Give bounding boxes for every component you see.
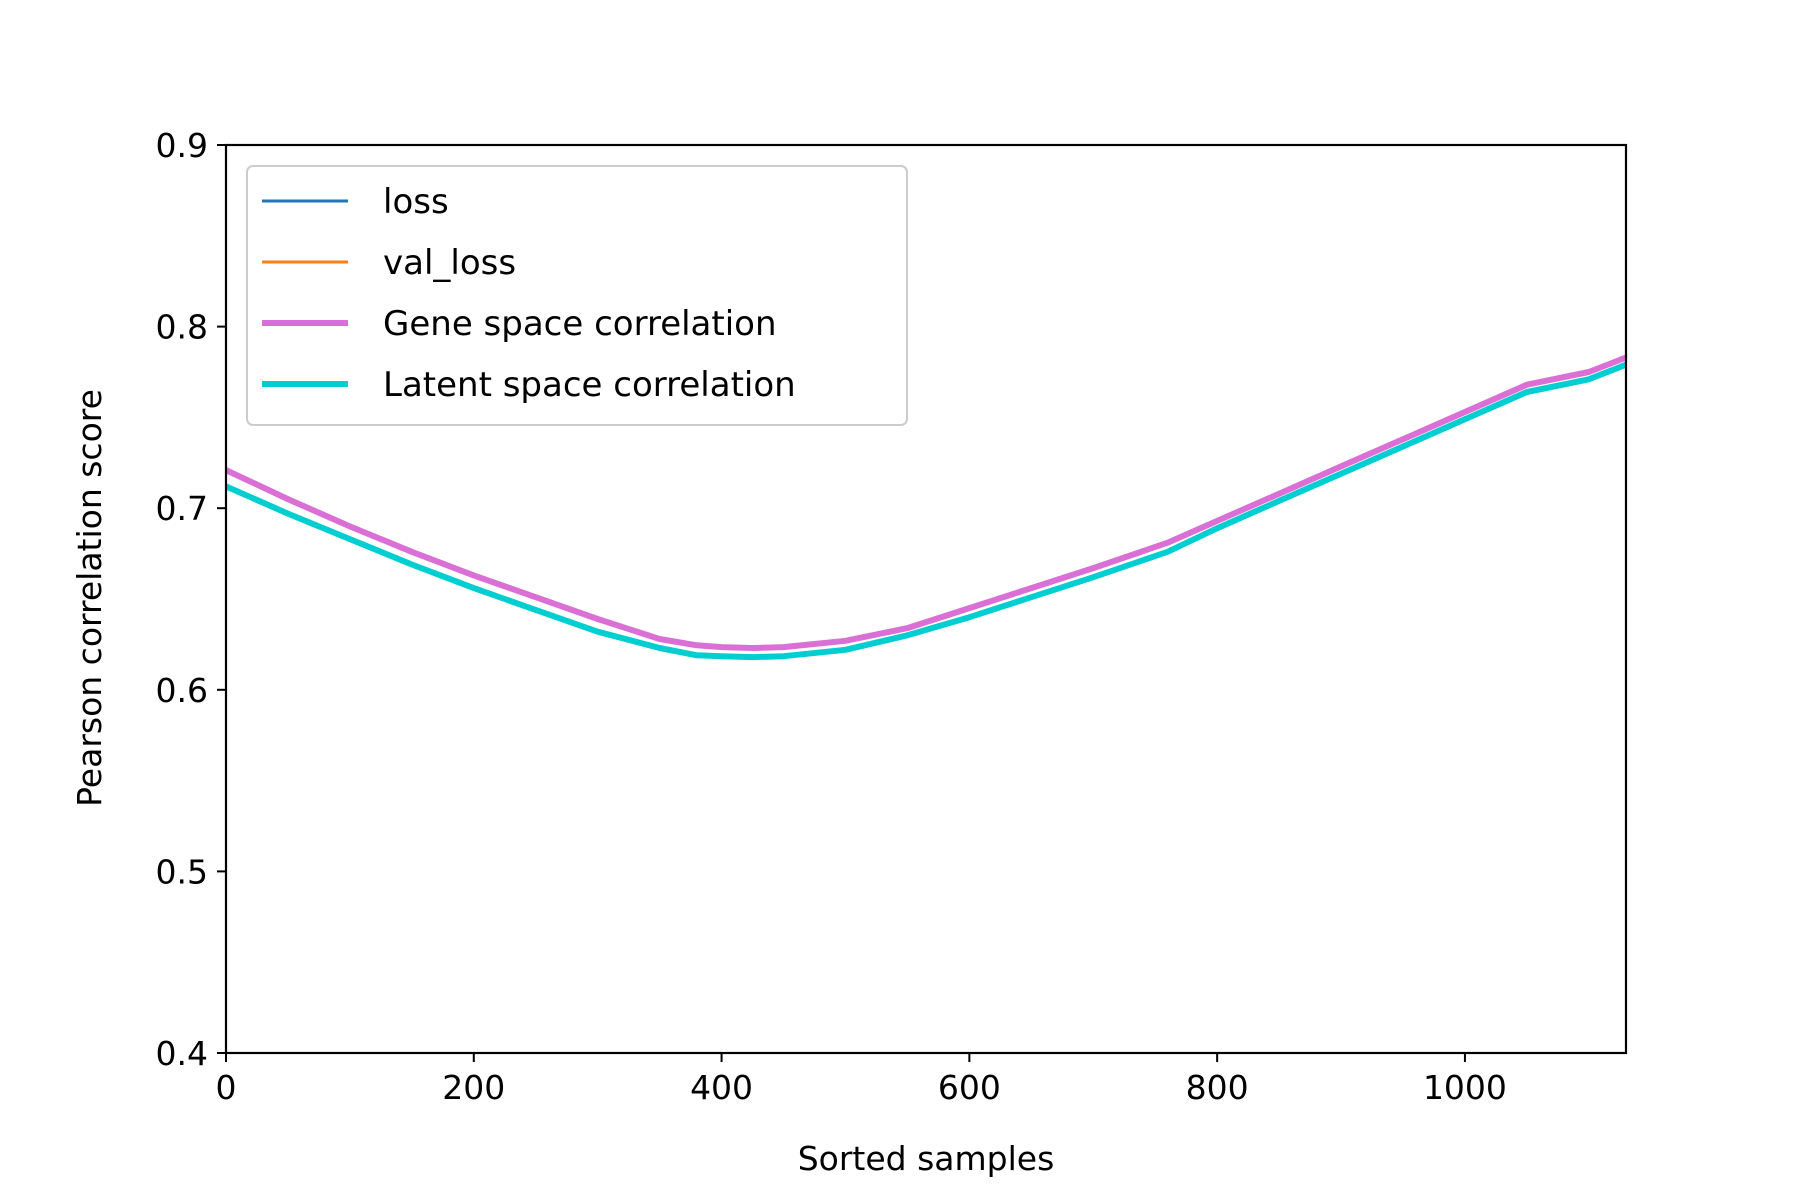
legend-label-gene-space-correlation: Gene space correlation bbox=[383, 304, 777, 344]
x-tick-label: 800 bbox=[1186, 1068, 1249, 1107]
x-tick-label: 1000 bbox=[1423, 1068, 1507, 1107]
plot-frame bbox=[224, 143, 1628, 1055]
legend-label-loss: loss bbox=[383, 182, 449, 222]
legend-label-val-loss: val_loss bbox=[383, 243, 516, 283]
legend-label-latent-space-correlation: Latent space correlation bbox=[383, 365, 796, 405]
x-axis-label: Sorted samples bbox=[798, 1139, 1055, 1178]
x-tick-label: 0 bbox=[216, 1068, 237, 1107]
y-tick-label: 0.4 bbox=[156, 1034, 208, 1073]
x-tick-label: 200 bbox=[442, 1068, 505, 1107]
legend-box bbox=[246, 165, 908, 426]
x-tick-label: 600 bbox=[938, 1068, 1001, 1107]
y-tick-label: 0.6 bbox=[156, 671, 208, 710]
plot-area bbox=[224, 354, 1628, 661]
y-tick-label: 0.8 bbox=[156, 308, 208, 347]
y-tick-label: 0.5 bbox=[156, 852, 208, 891]
legend: loss val_loss Gene space correlation Latent… bbox=[246, 165, 908, 426]
y-axis-ticks: 0.4 0.5 0.6 0.7 0.8 0.9 bbox=[156, 126, 226, 1073]
series-line-gene-space-correlation bbox=[224, 354, 1628, 651]
y-axis-label: Pearson correlation score bbox=[70, 389, 109, 807]
series-line-latent-space-correlation bbox=[224, 361, 1628, 661]
x-tick-label: 400 bbox=[690, 1068, 753, 1107]
x-axis-ticks: 0 200 400 600 800 1000 bbox=[216, 1053, 1507, 1107]
y-tick-label: 0.9 bbox=[156, 126, 208, 165]
y-tick-label: 0.7 bbox=[156, 489, 208, 528]
